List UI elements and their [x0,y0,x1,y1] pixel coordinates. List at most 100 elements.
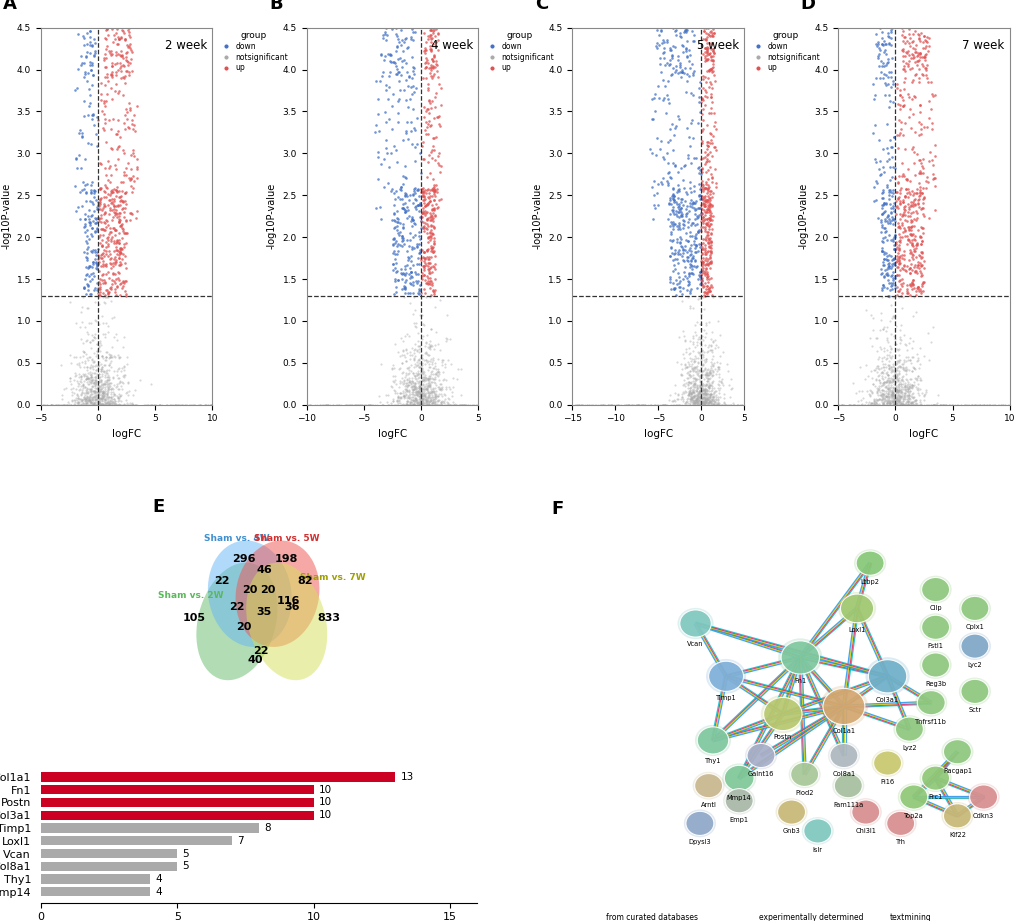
Point [994,397,1010,412]
Point [424,276,440,291]
Point [419,378,435,392]
Point [698,216,714,231]
Point [426,131,442,146]
Point [693,255,709,270]
Point [870,58,887,73]
Point [916,50,932,64]
Point [91,375,107,390]
Point [889,127,905,142]
Circle shape [969,785,997,809]
Point [681,225,697,239]
Point [427,89,443,104]
Point [95,256,111,271]
Point [437,372,453,387]
Point [457,397,473,412]
Point [665,393,682,408]
Point [432,395,448,410]
Point [100,367,116,382]
Point [76,320,93,334]
Point [110,351,126,366]
Point [660,207,677,222]
Point [117,201,133,216]
Point [91,395,107,410]
Point [858,383,874,398]
Point [878,343,895,357]
Point [730,397,746,412]
Point [698,367,714,382]
Point [81,99,97,113]
Point [93,211,109,226]
Point [901,383,917,398]
Point [711,390,728,404]
Point [873,365,890,379]
Point [94,396,110,411]
Point [85,366,101,380]
Point [648,23,664,38]
Point [418,379,434,393]
Point [678,283,694,297]
Point [122,100,139,115]
Point [405,382,421,397]
Point [184,397,201,412]
Y-axis label: -log10P-value: -log10P-value [798,183,808,250]
Point [427,272,443,286]
Point [692,372,708,387]
Point [883,160,900,175]
Point [413,385,429,400]
Point [427,99,443,114]
Point [417,346,433,361]
Point [393,192,410,206]
Point [418,120,434,134]
Point [668,109,685,123]
Circle shape [865,658,909,695]
Point [685,65,701,80]
Point [692,214,708,228]
Text: Pi16: Pi16 [879,779,894,785]
Point [93,397,109,412]
Point [111,47,127,62]
Point [701,29,717,43]
Point [664,181,681,196]
Point [883,386,900,401]
Point [656,57,673,72]
Point [108,242,124,257]
Point [641,397,657,412]
Point [79,372,96,387]
Point [914,206,930,221]
Point [693,177,709,192]
Point [407,200,423,215]
Point [664,215,681,229]
Point [691,383,707,398]
Point [390,64,407,79]
Point [667,273,684,287]
Point [976,397,993,412]
Point [413,391,429,406]
Point [894,275,910,290]
Point [898,383,914,398]
Point [695,68,711,83]
Point [698,269,714,284]
Point [612,397,629,412]
Point [84,136,100,151]
Point [419,198,435,213]
Point [895,33,911,48]
Point [692,275,708,290]
Point [108,67,124,82]
Point [422,228,438,243]
Point [866,118,882,133]
Point [419,379,435,394]
Point [117,213,133,227]
Y-axis label: -log10P-value: -log10P-value [267,183,277,250]
Point [666,22,683,37]
Point [404,211,420,226]
Point [413,384,429,399]
Point [873,376,890,391]
Point [702,213,718,227]
Point [669,387,686,402]
Point [696,258,712,273]
Point [884,271,901,286]
Point [411,396,427,411]
Point [883,395,900,410]
Point [94,360,110,375]
Point [875,349,892,364]
